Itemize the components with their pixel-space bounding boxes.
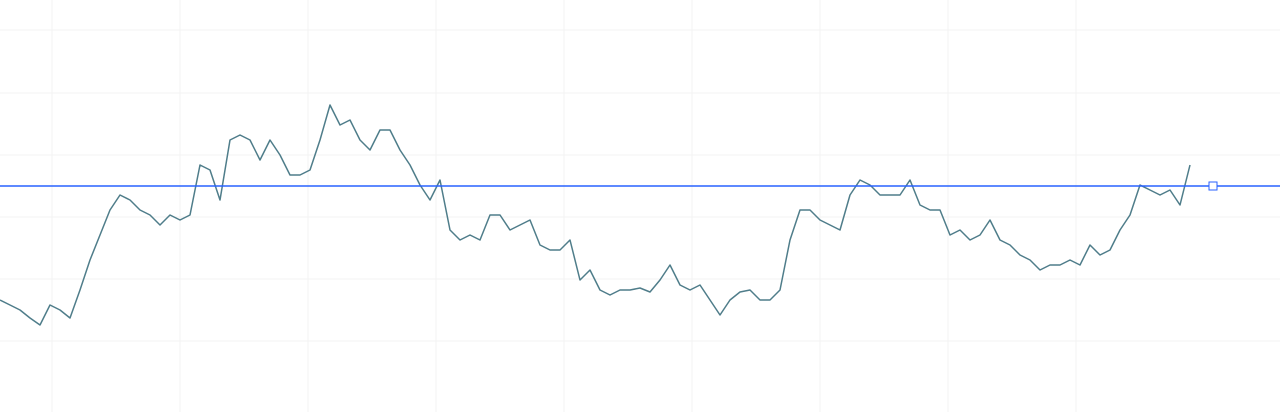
price-line — [0, 104, 1191, 326]
line-handle — [1208, 181, 1218, 191]
